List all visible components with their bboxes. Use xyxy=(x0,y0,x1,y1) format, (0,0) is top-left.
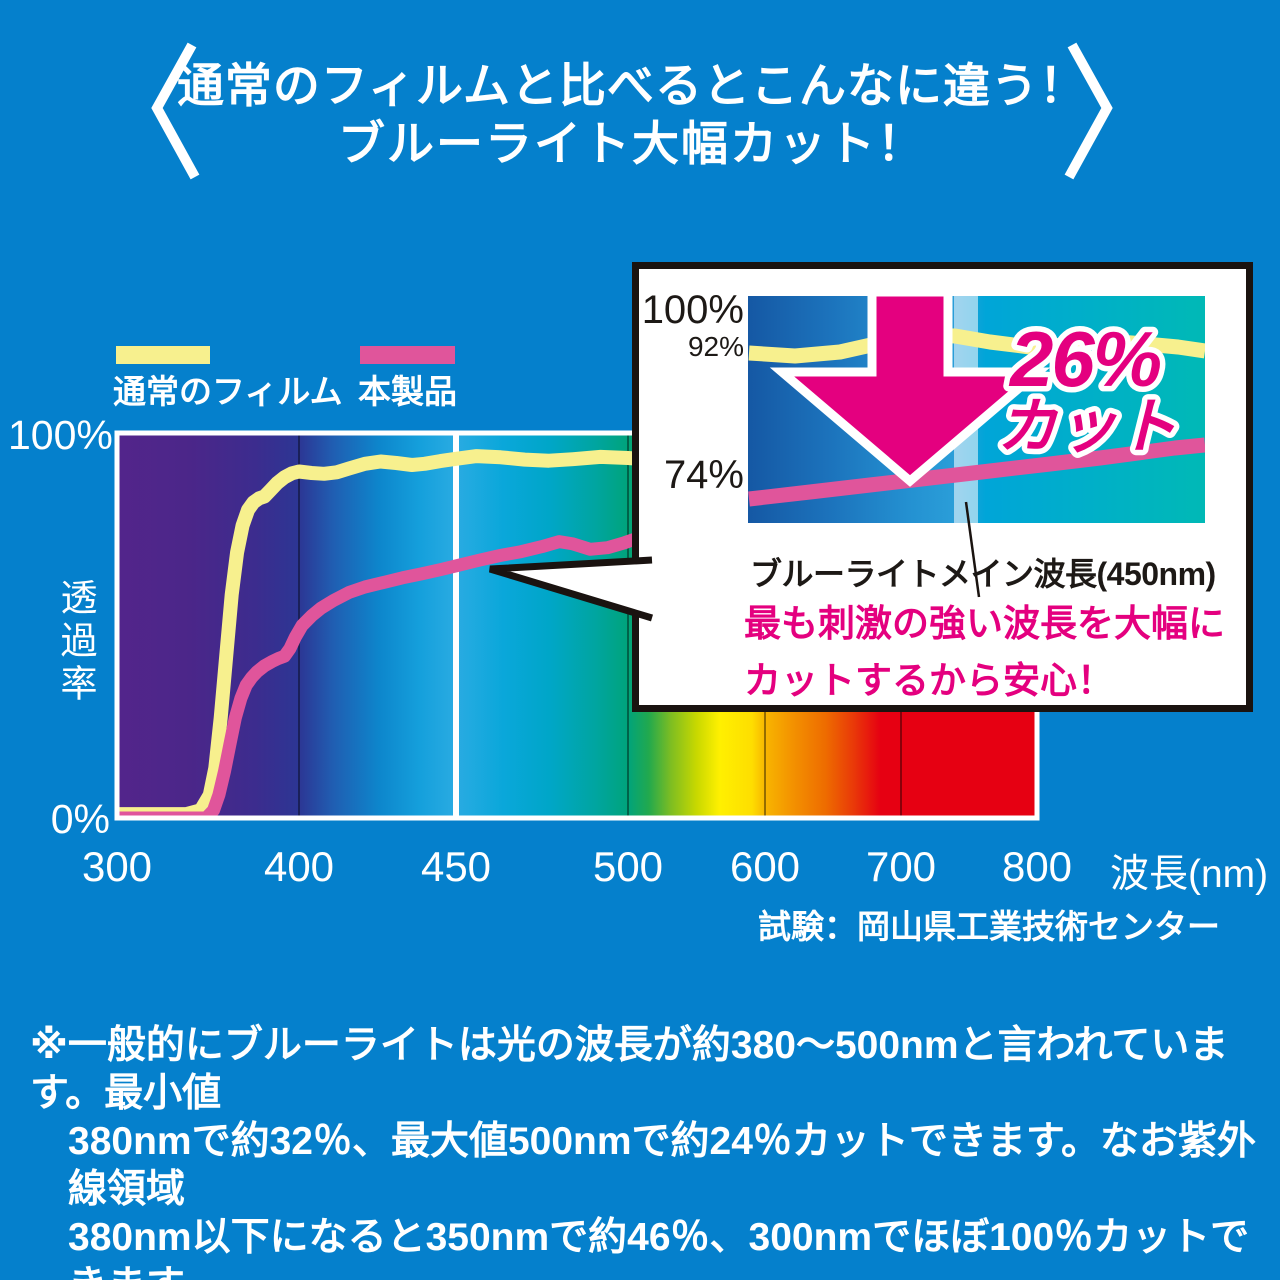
popup-92pct-label: 92% xyxy=(687,331,744,362)
legend-swatch-normal-film xyxy=(116,346,210,364)
popup-caption: ブルーライトメイン波長(450nm) xyxy=(750,556,1216,592)
x-tick-500: 500 xyxy=(592,843,664,890)
y-axis-title: 透過率 xyxy=(55,578,96,707)
x-tick-600: 600 xyxy=(729,843,801,890)
y-axis-100-label: 100% xyxy=(8,412,113,458)
test-source-note: 試験：岡山県工業技術センター xyxy=(758,908,1220,945)
right-chevron-icon xyxy=(1064,42,1113,180)
legend-label-product: 本製品 xyxy=(358,373,457,410)
popup-100pct-label: 100% xyxy=(641,288,744,332)
popup-message-line-1: 最も刺激の強い波長を大幅に xyxy=(744,603,1225,644)
left-chevron-icon xyxy=(151,42,200,180)
inset-curve-normal-film xyxy=(748,327,1205,364)
x-tick-400: 400 xyxy=(263,843,335,890)
inset-curve-product xyxy=(748,437,1205,507)
legend-swatch-product xyxy=(360,346,455,364)
footnote-line-1: ※一般的にブルーライトは光の波長が約380〜500nmと言われています。最小値 xyxy=(30,1024,1229,1115)
title-line-2: ブルーライト大幅カット！ xyxy=(338,117,926,170)
footnote-line-3: 380nm以下になると350nmで約46％、300nmでほぼ100％カットできま… xyxy=(68,1216,1250,1280)
x-tick-800: 800 xyxy=(1001,843,1073,890)
x-tick-300: 300 xyxy=(81,843,153,890)
band-leader-line xyxy=(964,501,981,598)
curve-normal-film xyxy=(117,449,1037,820)
popup-message-line-2: カットするから安心！ xyxy=(744,660,1114,701)
zoom-callout-graphic: 26% カット xyxy=(748,296,1205,598)
page-title: 通常のフィルムと比べるとこんなに違う！ ブルーライト大幅カット！ xyxy=(132,57,1132,173)
cut-percent-text: 26% xyxy=(1008,315,1161,403)
popup-74pct-label: 74% xyxy=(663,453,744,497)
footnote-line-2: 380nmで約32％、最大値500nmで約24％カットできます。なお紫外線領域 xyxy=(68,1120,1256,1211)
title-line-1: 通常のフィルムと比べるとこんなに違う！ xyxy=(176,59,1088,112)
x-tick-450: 450 xyxy=(420,843,492,890)
cut-word-text: カット xyxy=(997,393,1177,460)
callout-tail xyxy=(488,556,654,622)
curve-product xyxy=(117,509,1037,820)
x-axis-unit: 波長(nm) xyxy=(1110,853,1269,896)
x-tick-700: 700 xyxy=(865,843,937,890)
cut-down-arrow-icon xyxy=(769,296,1051,487)
y-axis-0-label: 0% xyxy=(50,796,110,842)
footnote: ※一般的にブルーライトは光の波長が約380〜500nmと言われています。最小値 … xyxy=(30,1022,1260,1280)
legend-label-normal-film: 通常のフィルム xyxy=(113,373,343,410)
